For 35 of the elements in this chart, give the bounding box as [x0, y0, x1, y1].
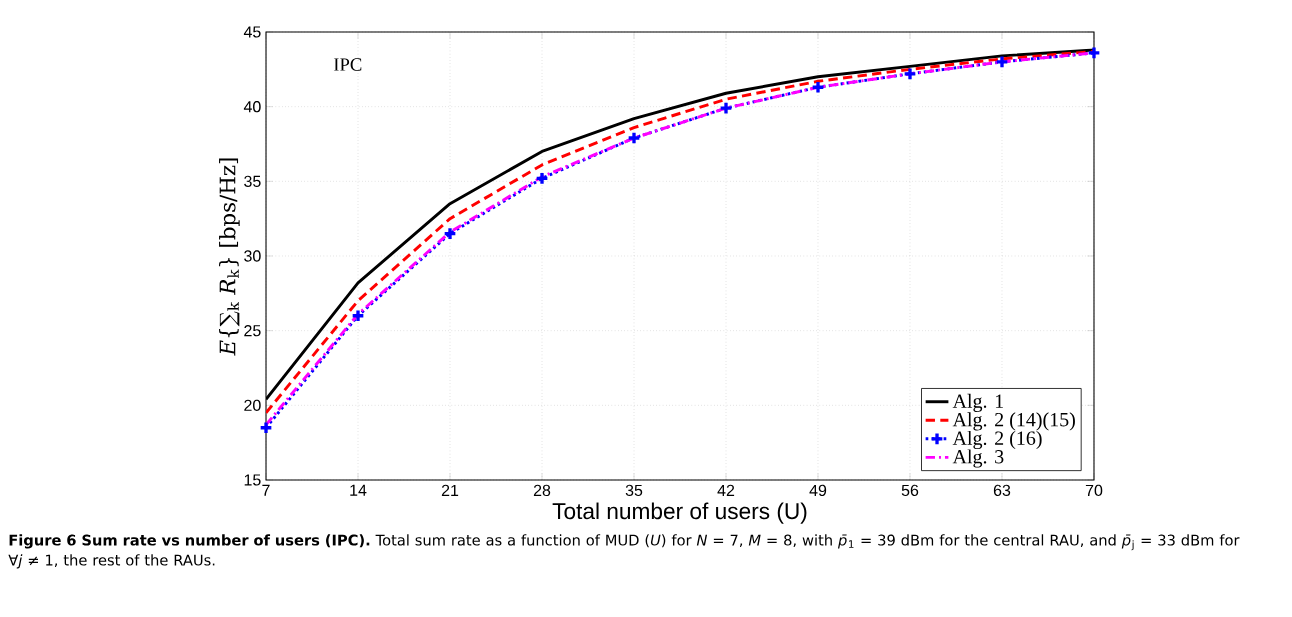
annotation: IPC [333, 58, 362, 71]
y-tick-label: 40 [243, 101, 261, 113]
x-tick-label: 63 [993, 484, 1011, 497]
legend-label: Alg. 3 [952, 449, 1004, 468]
x-tick-label: 21 [441, 484, 459, 496]
text: Figure 6 Sum rate vs number of users (IPC). Total sum rate as a function of MUD (U) for N = 7, M = 8, with p̄$_{1}$ = 39 dBm for the central RAU, and p̄$_{j}$ = 33 dBm for ∀j ≠ 1, the rest of the RAUs. [8, 534, 1240, 569]
point [811, 80, 825, 95]
point [351, 308, 366, 323]
point [719, 101, 733, 116]
x-axis-title: Total number of users (U) [552, 502, 807, 524]
point [259, 420, 274, 435]
x-tick-label: 56 [901, 484, 919, 497]
y-tick-label: 15 [244, 474, 261, 486]
point [535, 171, 550, 186]
legend-label: Alg. 1 [952, 393, 1003, 412]
x-tick-label: 70 [1085, 484, 1103, 497]
y-tick-label: 30 [244, 250, 261, 262]
point [994, 54, 1009, 69]
point [903, 66, 917, 81]
x-tick-label: 35 [625, 484, 643, 497]
y-tick-label: 20 [244, 399, 261, 411]
x-tick-label: 42 [717, 484, 735, 496]
y-axis-title: E{∑$_{k}$ R$_{k}$} [bps/Hz] [219, 158, 240, 356]
x-tick-label: 49 [809, 484, 827, 497]
point [443, 226, 458, 241]
legend-label: Alg. 2 (16) [952, 430, 1042, 450]
x-tick-label: 28 [533, 484, 551, 497]
y-tick-label: 25 [244, 325, 261, 337]
point [627, 131, 642, 146]
x-tick-label: 7 [262, 484, 270, 496]
x-tick-label: 14 [350, 484, 367, 496]
y-tick-label: 45 [243, 26, 261, 38]
y-tick-label: 35 [244, 175, 261, 187]
point [1086, 45, 1101, 60]
legend-label: Alg. 2 (14)(15) [952, 412, 1075, 431]
